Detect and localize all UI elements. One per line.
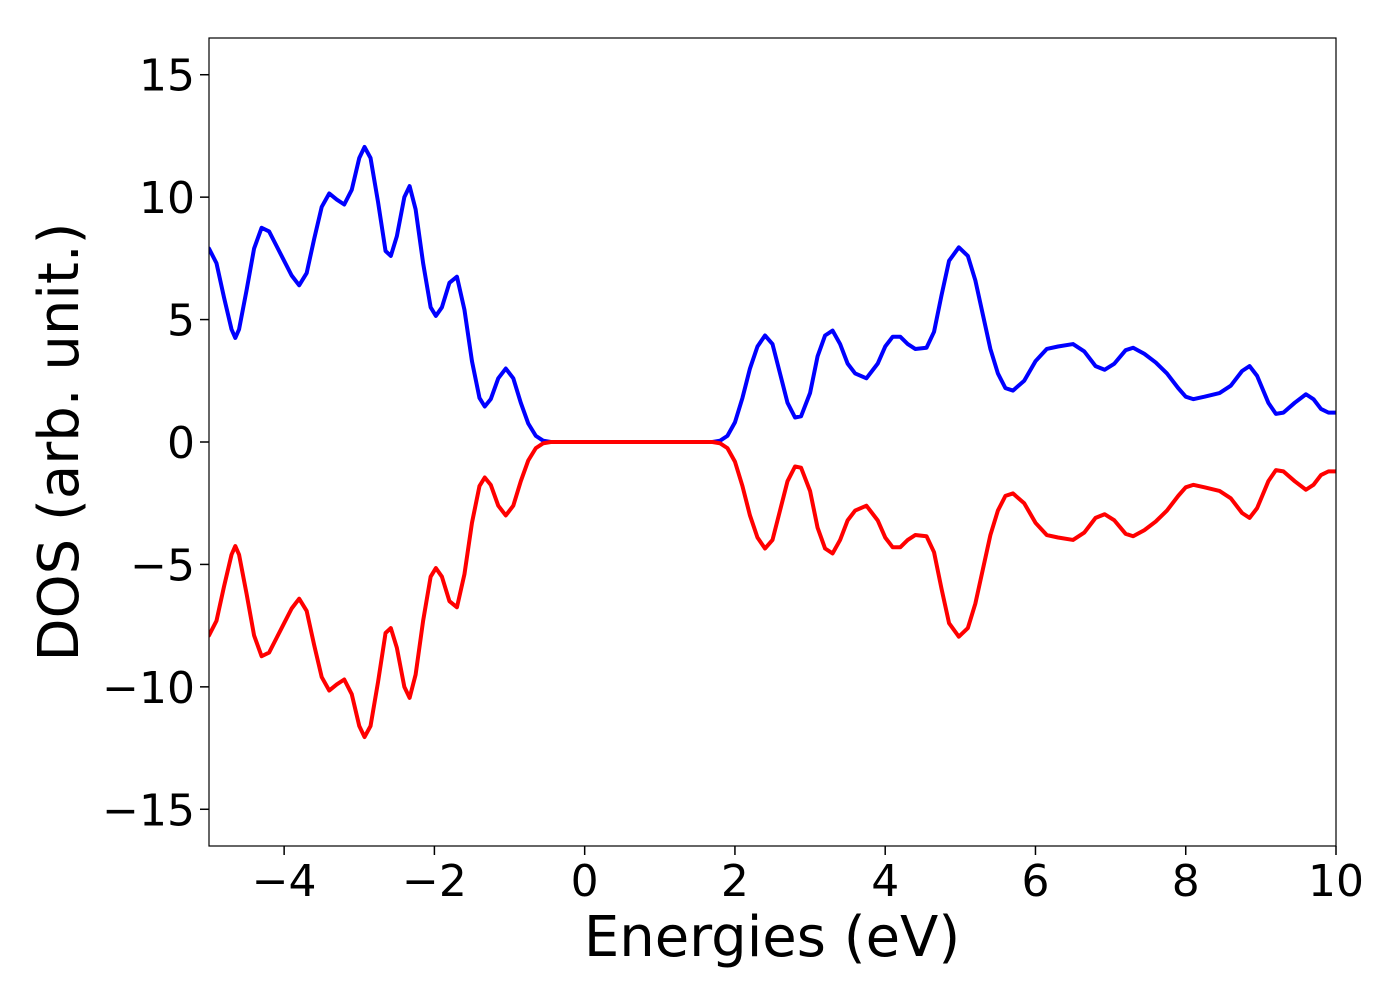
y-tick-label: −10: [102, 663, 195, 714]
x-tick-label: 8: [1172, 856, 1200, 907]
x-tick-label: 6: [1021, 856, 1049, 907]
x-tick-label: 2: [721, 856, 749, 907]
y-tick-label: 10: [139, 173, 195, 224]
y-axis-ticks: 15 10 5 0 −5 −10 −15: [102, 51, 209, 836]
y-tick-label: −15: [102, 785, 195, 836]
x-axis-ticks: −4 −2 0 2 4 6 8 10: [252, 846, 1364, 907]
y-axis-label: DOS (arb. unit.): [27, 222, 92, 661]
series-layer: [209, 144, 1336, 740]
plot-background: [209, 38, 1336, 846]
series-line-1: [209, 144, 1336, 444]
y-tick-label: 15: [139, 51, 195, 102]
x-tick-label: 10: [1308, 856, 1364, 907]
x-tick-label: −4: [252, 856, 317, 907]
series-line-2: [209, 440, 1336, 740]
x-axis-label: Energies (eV): [584, 905, 960, 970]
y-tick-label: 5: [167, 296, 195, 347]
x-tick-label: 0: [571, 856, 599, 907]
x-tick-label: −2: [402, 856, 467, 907]
y-tick-label: −5: [130, 540, 195, 591]
y-tick-label: 0: [167, 418, 195, 469]
x-tick-label: 4: [871, 856, 899, 907]
